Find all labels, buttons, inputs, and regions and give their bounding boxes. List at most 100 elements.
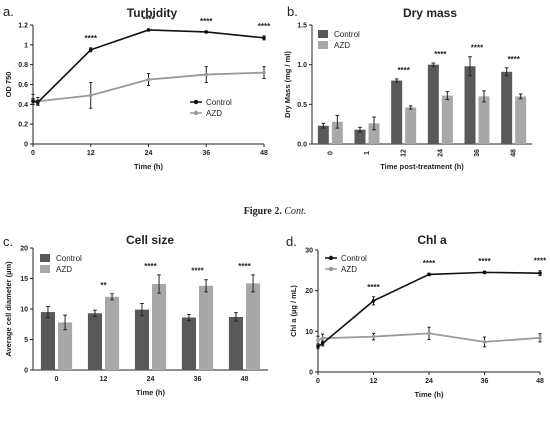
bar-control [228, 316, 243, 370]
data-point-azd [146, 77, 151, 82]
figure-caption: Figure 2. Cont. [0, 206, 550, 217]
legend-label-azd: AZD [341, 265, 357, 274]
data-point-control [88, 47, 93, 52]
x-tick-label: 1 [364, 151, 371, 155]
y-tick-label: 0 [309, 370, 313, 377]
x-tick-label: 36 [202, 150, 210, 157]
data-point-azd [316, 338, 320, 343]
bar-control [87, 313, 102, 370]
x-tick-label: 12 [87, 150, 95, 157]
significance-label: **** [191, 267, 204, 276]
data-point-control [31, 99, 35, 104]
chart-title: Chl a [417, 233, 447, 247]
data-point-azd [320, 336, 325, 341]
y-axis-label: Average cell diameter (µm) [4, 261, 13, 357]
x-axis-label: Time (h) [414, 390, 444, 399]
panel-letter: c. [3, 234, 13, 249]
caption-label: Figure 2. [243, 206, 282, 217]
legend-label-control: Control [206, 98, 232, 107]
bar-azd [331, 121, 343, 144]
y-tick-label: 1.2 [18, 23, 28, 30]
data-point-control [316, 344, 320, 349]
bar-control [391, 80, 403, 144]
data-point-azd [88, 93, 93, 98]
y-tick-label: 5 [24, 337, 28, 344]
x-tick-label: 24 [145, 150, 153, 157]
caption-text: Cont. [284, 206, 307, 217]
y-tick-label: 10 [305, 329, 313, 336]
data-point-control [427, 272, 431, 277]
y-tick-label: 0.4 [18, 102, 28, 109]
bar-control [501, 71, 513, 144]
legend-label-azd: AZD [56, 265, 72, 274]
significance-label: **** [423, 259, 436, 268]
data-point-control [146, 28, 151, 32]
bar-azd [152, 283, 167, 370]
bar-control [354, 129, 366, 144]
x-tick-label: 36 [194, 376, 202, 383]
legend-swatch-control [40, 254, 50, 262]
data-point-azd [262, 70, 266, 75]
x-tick-label: 24 [147, 376, 155, 383]
legend-label-azd: AZD [334, 41, 350, 50]
y-tick-label: 0.5 [297, 102, 307, 109]
y-tick-label: 15 [20, 276, 28, 283]
bar-azd [478, 96, 490, 144]
y-tick-label: 0 [24, 142, 28, 149]
legend-swatch-control [318, 30, 328, 38]
data-point-azd [482, 340, 487, 344]
data-point-azd [538, 336, 542, 340]
y-axis-label: Dry Mass (mg / ml) [283, 51, 292, 118]
y-tick-label: 20 [305, 288, 313, 295]
bar-control [134, 309, 149, 370]
significance-label: **** [142, 15, 155, 24]
y-tick-label: 0.0 [297, 142, 307, 149]
data-point-control [320, 341, 325, 346]
significance-label: **** [85, 34, 98, 43]
bar-azd [441, 95, 453, 144]
bar-azd [58, 322, 73, 370]
series-line-control [32, 29, 265, 104]
bar-control [181, 317, 196, 370]
legend-swatch-azd [318, 41, 328, 49]
panel-letter: d. [286, 234, 297, 249]
legend-label-control: Control [341, 254, 367, 263]
bar-control [464, 66, 476, 144]
significance-label: **** [478, 257, 491, 266]
x-tick-label: 0 [327, 151, 334, 155]
y-tick-label: 0 [24, 368, 28, 375]
y-axis-label: Chl a (µg / mL) [289, 285, 298, 337]
bar-azd [405, 107, 417, 144]
significance-label: **** [534, 257, 547, 266]
y-tick-label: 1 [24, 42, 28, 49]
data-point-control [36, 100, 40, 105]
legend-label-control: Control [56, 254, 82, 263]
y-tick-label: 10 [20, 307, 28, 314]
y-tick-label: 1.0 [297, 62, 307, 69]
x-tick-label: 12 [370, 378, 378, 385]
data-point-control [262, 36, 266, 40]
legend-label-control: Control [334, 30, 360, 39]
x-tick-label: 48 [536, 378, 544, 385]
x-axis-label: Time post-treatment (h) [380, 162, 464, 171]
significance-label: ** [100, 281, 107, 290]
data-point-control [538, 271, 542, 275]
bar-control [317, 125, 329, 144]
chart-c: c. Cell size 0 5 10 15 20 Time (h) Average cell … [3, 233, 268, 397]
x-tick-label: 0 [55, 376, 59, 383]
y-tick-label: 20 [20, 246, 28, 253]
significance-label: **** [507, 55, 520, 64]
y-tick-label: 0.2 [18, 122, 28, 129]
chart-title: Turbidity [127, 6, 178, 20]
data-point-azd [371, 334, 376, 339]
legend-swatch-azd [40, 265, 50, 273]
x-tick-label: 0 [31, 150, 35, 157]
significance-label: **** [144, 262, 157, 271]
legend-marker-control [193, 99, 199, 105]
significance-label: **** [434, 50, 447, 59]
data-point-azd [204, 72, 209, 77]
data-point-control [482, 270, 487, 275]
x-tick-label: 12 [100, 376, 108, 383]
